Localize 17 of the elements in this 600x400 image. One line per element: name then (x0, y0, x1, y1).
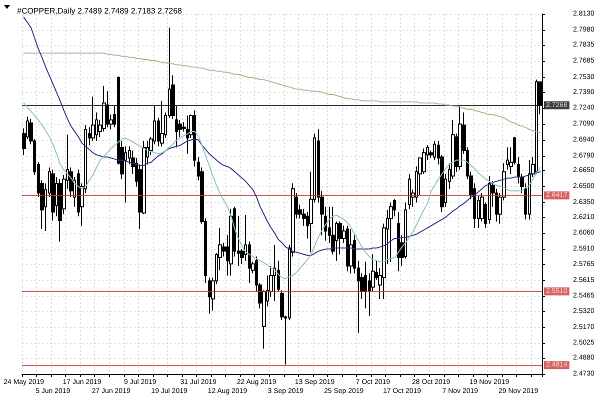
candlestick (58, 178, 62, 242)
candlestick (433, 140, 436, 161)
candlestick (193, 110, 196, 167)
candlestick (389, 202, 393, 262)
candlestick (186, 115, 189, 154)
candlestick (208, 277, 211, 314)
candlestick (346, 225, 349, 272)
chart-title: #COPPER,Daily 2.7489 2.7489 2.7183 2.7268 (17, 6, 183, 16)
candlestick (408, 173, 411, 210)
candlestick (349, 228, 353, 274)
candlestick (488, 176, 491, 224)
candlestick (397, 212, 400, 272)
candlestick (51, 169, 55, 221)
candlestick (528, 160, 531, 220)
candlestick (273, 244, 276, 302)
candlestick (506, 146, 509, 170)
candlestick (229, 208, 233, 276)
